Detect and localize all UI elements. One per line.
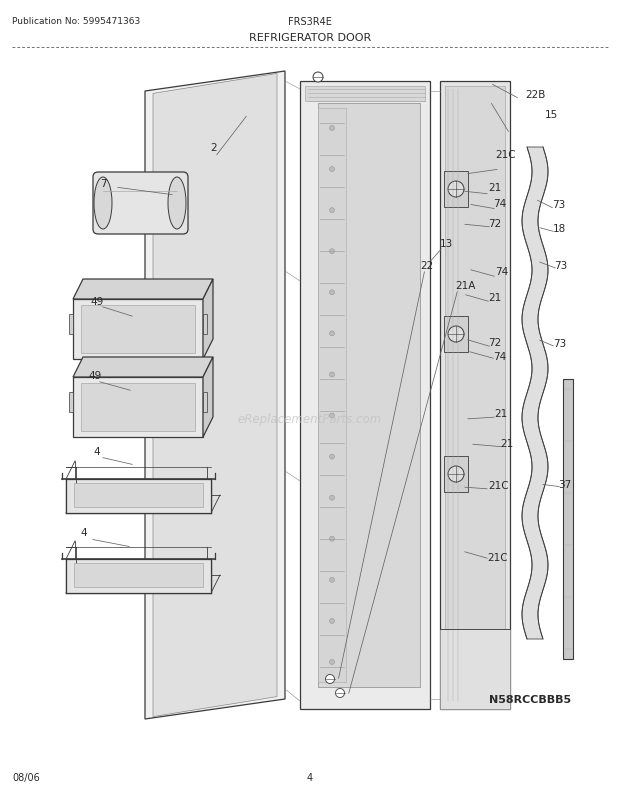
Bar [300, 82, 430, 709]
Polygon shape [145, 72, 285, 719]
Text: 4: 4 [80, 528, 87, 537]
Bar [203, 392, 207, 412]
Text: 22: 22 [420, 261, 433, 270]
Bar [444, 456, 468, 492]
Polygon shape [81, 306, 195, 354]
Text: 08/06: 08/06 [12, 772, 40, 782]
Text: 7: 7 [100, 179, 107, 188]
Bar [203, 314, 207, 334]
Text: 37: 37 [558, 480, 571, 489]
Text: 13: 13 [440, 239, 453, 249]
Circle shape [448, 182, 464, 198]
Polygon shape [203, 280, 213, 359]
Text: 22B: 22B [525, 90, 546, 100]
Circle shape [329, 209, 335, 213]
Text: REFRIGERATOR DOOR: REFRIGERATOR DOOR [249, 33, 371, 43]
Text: 74: 74 [493, 351, 507, 362]
Bar [445, 87, 505, 704]
Circle shape [329, 168, 335, 172]
Bar [563, 379, 573, 659]
Bar [69, 314, 73, 334]
Circle shape [329, 249, 335, 254]
Text: N58RCCBBB5: N58RCCBBB5 [489, 695, 571, 704]
Circle shape [448, 467, 464, 482]
Text: 15: 15 [545, 110, 558, 119]
Polygon shape [73, 358, 213, 378]
Text: 21C: 21C [488, 480, 508, 490]
Bar [444, 317, 468, 353]
Circle shape [329, 618, 335, 624]
Bar [318, 104, 420, 687]
Text: 72: 72 [488, 338, 501, 347]
Text: Publication No: 5995471363: Publication No: 5995471363 [12, 18, 140, 26]
Bar [444, 172, 468, 208]
Circle shape [335, 689, 345, 698]
Circle shape [329, 577, 335, 582]
Polygon shape [74, 563, 203, 587]
Text: 74: 74 [495, 267, 508, 277]
Text: 72: 72 [488, 219, 501, 229]
Text: 73: 73 [552, 200, 565, 210]
Circle shape [329, 127, 335, 132]
Ellipse shape [94, 178, 112, 229]
Bar [440, 630, 510, 709]
Polygon shape [153, 75, 277, 717]
Text: eReplacementParts.com: eReplacementParts.com [238, 413, 382, 426]
Polygon shape [66, 559, 211, 593]
Circle shape [329, 372, 335, 378]
Text: 21C: 21C [495, 150, 516, 160]
Circle shape [329, 331, 335, 337]
Text: 21C: 21C [487, 553, 508, 562]
Polygon shape [66, 480, 211, 513]
Text: 49: 49 [90, 297, 104, 306]
Polygon shape [73, 300, 203, 359]
Circle shape [313, 73, 323, 83]
Text: 21: 21 [488, 183, 501, 192]
Text: 21: 21 [488, 293, 501, 302]
Circle shape [329, 496, 335, 500]
Circle shape [329, 414, 335, 419]
Text: FRS3R4E: FRS3R4E [288, 17, 332, 27]
Polygon shape [73, 280, 213, 300]
Bar [69, 392, 73, 412]
Circle shape [326, 674, 335, 683]
Bar [305, 87, 425, 102]
Text: 4: 4 [93, 447, 100, 456]
Text: 49: 49 [88, 371, 101, 380]
Polygon shape [522, 148, 548, 639]
Polygon shape [73, 378, 203, 437]
Circle shape [329, 455, 335, 460]
Circle shape [329, 660, 335, 665]
Text: 74: 74 [493, 199, 507, 209]
Circle shape [329, 290, 335, 295]
Ellipse shape [168, 178, 186, 229]
Text: 4: 4 [307, 772, 313, 782]
Circle shape [448, 326, 464, 342]
Bar [440, 82, 510, 709]
Text: 21A: 21A [455, 281, 476, 290]
Text: 2: 2 [210, 143, 216, 153]
Text: 73: 73 [554, 261, 567, 270]
Text: 18: 18 [553, 224, 566, 233]
Polygon shape [81, 383, 195, 431]
Text: 73: 73 [553, 338, 566, 349]
Text: 21: 21 [500, 439, 513, 448]
Circle shape [329, 537, 335, 541]
Polygon shape [74, 484, 203, 508]
FancyBboxPatch shape [93, 172, 188, 235]
Text: 21: 21 [494, 408, 507, 419]
Polygon shape [203, 358, 213, 437]
Bar [318, 109, 346, 683]
